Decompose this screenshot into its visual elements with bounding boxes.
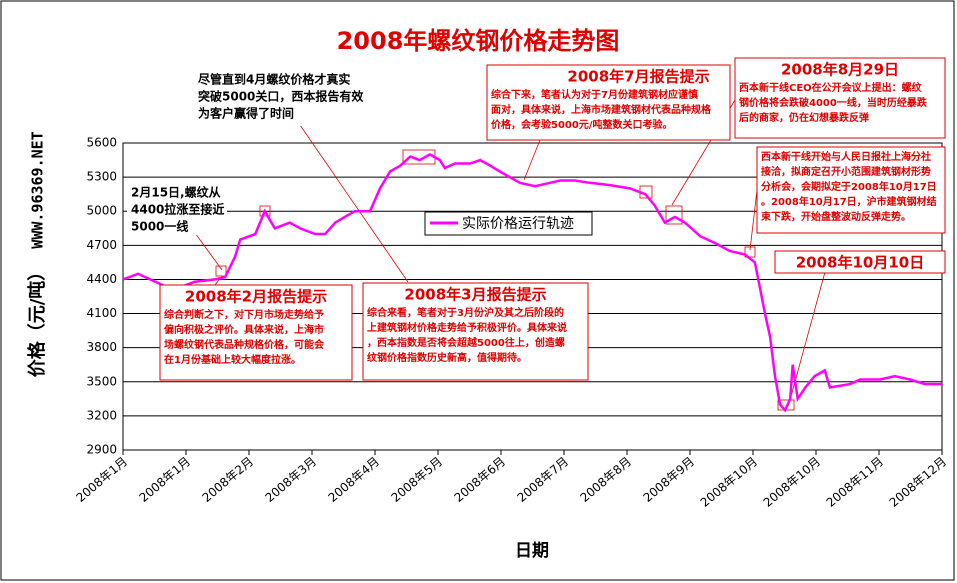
annotation-box — [486, 64, 731, 141]
annotation-text: 在1月份基础上较大幅度拉涨。 — [164, 353, 301, 366]
annotation-text: 尽管直到4月螺纹价格才真实 — [198, 72, 350, 87]
annotation-box — [159, 284, 353, 381]
x-axis-label: 日期 — [515, 541, 549, 561]
annotation-title: 2008年10月10日 — [796, 254, 925, 272]
y-tick-label: 3500 — [86, 374, 117, 388]
annotation-box — [774, 250, 946, 274]
annotation-box — [734, 57, 946, 139]
annotation-text: 价格，会考验5000元/吨整数关口考验。 — [491, 118, 672, 131]
y-tick-label: 5600 — [86, 136, 117, 150]
y-tick-label: 3200 — [86, 408, 117, 422]
annotation-box — [194, 70, 380, 126]
annotation-text: 西本新干线开始与人民日报社上海分社 — [761, 150, 931, 163]
annotation-text: 面对，具体来说，上海市场建筑钢材代表品种规格 — [491, 103, 712, 116]
leader-lines — [194, 99, 826, 411]
annotation-text: 综合来看，笔者对于3月份沪及其之后阶段的 — [367, 306, 564, 319]
annotation-text: 分析会，会期拟定于2008年10月17日 — [761, 180, 937, 193]
y-tick-label: 2900 — [86, 443, 117, 457]
annotation-text: 纹钢价格指数历史新高，值得期待。 — [367, 351, 527, 364]
annotation-text: 为客户赢得了时间 — [198, 106, 294, 121]
annotation-box — [127, 183, 227, 235]
annotation-text: 综合判断之下，对下月市场走势给予 — [164, 308, 324, 321]
annotation-box — [362, 282, 589, 381]
y-tick-label: 3800 — [86, 340, 117, 354]
annotation-text: 钢价格将会跌破4000一线，当时历经暴跌 — [739, 96, 928, 109]
y-axis-label: 价格（元/吨） — [26, 263, 48, 378]
price-line — [122, 152, 942, 413]
y-tick-label: 4100 — [86, 306, 117, 320]
annotation-text: 西本新干线CEO在公开会议上提出：螺纹 — [739, 81, 923, 94]
legend-label: 实际价格运行轨迹 — [462, 216, 574, 232]
annotation-text: 偏向积极之评价。具体来说，上海市 — [164, 323, 324, 336]
annotation-text: 综合下来，笔者认为对于7月份建筑钢材应谨慎 — [491, 88, 698, 101]
y-tick-label: 4400 — [86, 272, 117, 286]
annotation-title: 2008年7月报告提示 — [567, 68, 709, 86]
y-tick-label: 4700 — [86, 238, 117, 252]
annotation-title: 2008年3月报告提示 — [404, 286, 546, 304]
annotation-text: 突破5000关口，西本报告有效 — [198, 89, 364, 104]
annotation-text: 上建筑钢材价格走势给予积极评价。具体来说 — [367, 321, 567, 334]
annotation-text: 。2008年10月17日，沪市建筑钢材结 — [761, 195, 937, 208]
legend-box — [424, 211, 593, 236]
annotation-text: 接洽，拟商定召开小范围建筑钢材形势 — [761, 165, 931, 178]
annotation-text: 4400拉涨至接近 — [131, 202, 224, 217]
annotation-box — [756, 146, 946, 234]
y-tick-label: 5000 — [86, 204, 117, 218]
watermark: WWW.96369.NET — [29, 131, 47, 248]
annotation-text: 束下跌，开始盘整波动反弹走势。 — [761, 210, 911, 223]
annotation-text: 2月15日,螺纹从 — [131, 185, 221, 200]
annotation-text: 后的商家，仍在幻想暴跌反弹 — [739, 111, 869, 124]
y-tick-label: 5300 — [86, 170, 117, 184]
annotation-title: 2008年8月29日 — [781, 61, 899, 79]
annotation-text: ，西本指数是否将会超越5000往上，创造螺 — [367, 336, 565, 349]
annotation-title: 2008年2月报告提示 — [185, 288, 327, 306]
annotation-text: 场螺纹钢代表品种规格价格，可能会 — [164, 338, 324, 351]
chart-title: 2008年螺纹钢价格走势图 — [337, 27, 620, 55]
annotation-text: 5000一线 — [131, 219, 188, 234]
